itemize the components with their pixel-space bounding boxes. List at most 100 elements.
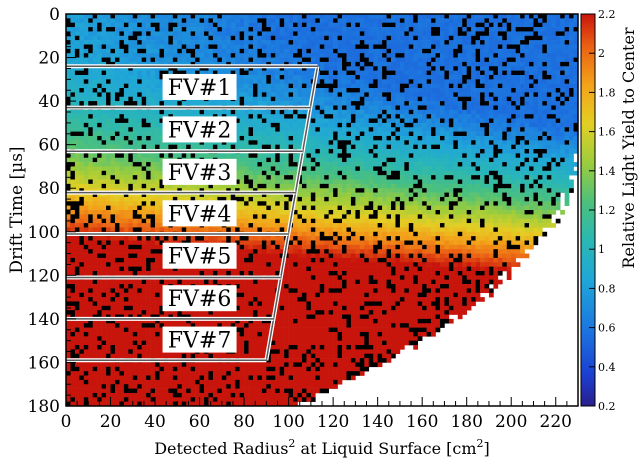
heatmap-cell [270, 153, 276, 159]
heatmap-cell [471, 74, 476, 80]
heatmap-cell [270, 109, 276, 115]
heatmap-cell [337, 83, 343, 89]
heatmap-cell [217, 183, 223, 189]
heatmap-cell [333, 22, 338, 28]
heatmap-cell [404, 149, 410, 154]
heatmap-cell [515, 35, 521, 41]
heatmap-cell [288, 70, 294, 76]
heatmap-cell [444, 127, 450, 132]
heatmap-cell [106, 40, 111, 45]
heatmap-cell [212, 61, 218, 67]
heatmap-cell [431, 109, 436, 115]
heatmap-cell [551, 27, 557, 32]
heatmap-cell [70, 162, 76, 167]
heatmap-cell [141, 92, 147, 98]
heatmap-cell [466, 18, 472, 24]
heatmap-cell [257, 22, 263, 28]
heatmap-cell [435, 192, 441, 198]
heatmap-cell [270, 22, 276, 28]
heatmap-cell [373, 105, 378, 111]
heatmap-cell [457, 188, 463, 193]
heatmap-cell [413, 140, 419, 145]
heatmap-cell [333, 96, 338, 102]
heatmap-cell [413, 131, 419, 137]
heatmap-cell [462, 144, 467, 150]
heatmap-cell [235, 35, 240, 41]
heatmap-cell [515, 166, 521, 172]
heatmap-cell [288, 53, 294, 58]
heatmap-cell [573, 122, 578, 128]
heatmap-cell [484, 14, 490, 19]
heatmap-cell [551, 35, 557, 41]
heatmap-cell [239, 179, 245, 185]
heatmap-cell [163, 31, 169, 37]
heatmap-cell [226, 31, 232, 37]
heatmap-cell [404, 57, 410, 63]
heatmap-cell [266, 88, 272, 93]
heatmap-cell [132, 153, 138, 159]
heatmap-cell [66, 122, 71, 128]
heatmap-cell [435, 83, 441, 89]
heatmap-cell [373, 131, 378, 137]
heatmap-cell [333, 201, 338, 206]
heatmap-cell [88, 109, 94, 115]
heatmap-cell [364, 157, 370, 163]
heatmap-cell [257, 96, 263, 102]
heatmap-cell [119, 175, 125, 180]
heatmap-cell [493, 188, 499, 193]
heatmap-cell [520, 135, 525, 141]
heatmap-cell [386, 101, 392, 106]
heatmap-cell [252, 66, 258, 71]
heatmap-cell [110, 109, 116, 115]
heatmap-cell [324, 27, 329, 32]
heatmap-cell [177, 144, 183, 150]
heatmap-cell [342, 166, 347, 172]
heatmap-cell [408, 118, 414, 124]
heatmap-cell [337, 131, 343, 137]
heatmap-cell [546, 96, 552, 102]
heatmap-cell [97, 118, 102, 124]
heatmap-cell [119, 135, 125, 141]
heatmap-cell [515, 48, 521, 54]
heatmap-cell [293, 122, 298, 128]
heatmap-cell [551, 183, 557, 189]
heatmap-cell [333, 179, 338, 185]
heatmap-cell [319, 44, 325, 50]
heatmap-cell [324, 144, 329, 150]
heatmap-cell [533, 79, 539, 84]
heatmap-cell [475, 131, 481, 137]
heatmap-cell [315, 44, 321, 50]
heatmap-cell [132, 66, 138, 71]
heatmap-cell [257, 101, 263, 106]
heatmap-cell [337, 175, 343, 180]
heatmap-cell [79, 188, 85, 193]
heatmap-cell [399, 66, 405, 71]
heatmap-cell [431, 92, 436, 98]
heatmap-cell [208, 27, 214, 32]
heatmap-cell [506, 127, 512, 132]
heatmap-cell [488, 192, 494, 198]
heatmap-cell [146, 61, 151, 67]
heatmap-cell [324, 14, 329, 19]
heatmap-cell [328, 61, 334, 67]
heatmap-cell [79, 18, 85, 24]
heatmap-cell [266, 27, 272, 32]
heatmap-cell [426, 149, 432, 154]
heatmap-cell [79, 74, 85, 80]
heatmap-cell [542, 153, 548, 159]
heatmap-cell [226, 48, 232, 54]
heatmap-cell [92, 18, 98, 24]
heatmap-cell [377, 92, 383, 98]
heatmap-cell [279, 27, 285, 32]
heatmap-cell [92, 153, 98, 159]
heatmap-cell [444, 18, 450, 24]
heatmap-cell [382, 179, 387, 185]
heatmap-cell [114, 40, 120, 45]
heatmap-cell [346, 118, 352, 124]
heatmap-cell [137, 18, 142, 24]
heatmap-cell [155, 88, 160, 93]
heatmap-cell [146, 153, 151, 159]
heatmap-cell [542, 44, 548, 50]
heatmap-cell [350, 192, 356, 198]
heatmap-cell [257, 135, 263, 141]
